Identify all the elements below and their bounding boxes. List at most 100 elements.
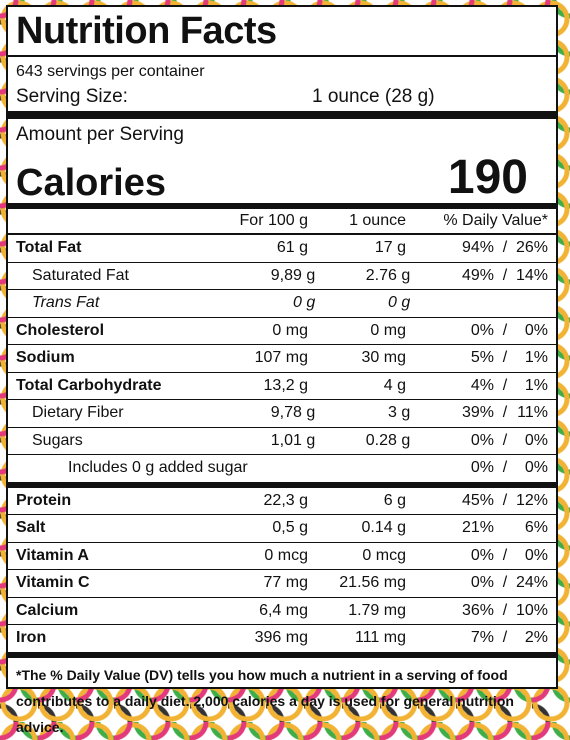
nutrition-facts-label: Nutrition Facts 643 servings per contain… <box>6 5 558 735</box>
per-100g-value: 107 mg <box>254 349 308 366</box>
dv-per-ounce: 26% <box>516 239 549 256</box>
dv-per-100g: 21% <box>461 519 494 536</box>
nutrient-name: Calcium <box>16 601 79 619</box>
footnote-line-1: *The % Daily Value (DV) tells you how mu… <box>16 666 508 683</box>
per-100g-value: 0 mcg <box>264 546 308 564</box>
dv-per-100g: 5% <box>470 349 494 366</box>
nutrient-name: Vitamin A <box>16 546 89 564</box>
dv-separator: / <box>502 629 508 646</box>
per-100g-value: 22,3 g <box>263 491 308 509</box>
table-row: Salt 0,5 g 0.14 g 21% 6% <box>8 515 556 543</box>
table-row: Saturated Fat 9,89 g 2.76 g 49% / 14% <box>8 263 556 290</box>
dv-separator: / <box>502 574 508 591</box>
dv-per-100g: 0% <box>470 321 494 339</box>
per-ounce-value: 111 mg <box>355 629 406 646</box>
serving-size-value: 1 ounce (28 g) <box>312 86 435 107</box>
dv-per-ounce: 12% <box>516 491 549 509</box>
dv-per-ounce: 11% <box>517 404 548 421</box>
serving-size-label: Serving Size: <box>16 86 128 107</box>
dv-per-ounce: 24% <box>516 574 549 591</box>
amount-per-serving: Amount per Serving <box>16 124 184 145</box>
daily-value: 0% / 0% <box>410 428 548 455</box>
per-ounce-value: 17 g <box>374 239 406 256</box>
daily-value: 45% / 12% <box>406 488 548 515</box>
daily-value: 4% / 1% <box>406 373 548 400</box>
nutrient-name: Trans Fat <box>32 294 100 311</box>
table-row: Total Fat 61 g 17 g 94% / 26% <box>8 235 556 263</box>
daily-value: 0% / 0% <box>420 455 548 482</box>
nutrient-name: Vitamin C <box>16 574 90 591</box>
dv-per-100g: 0% <box>470 574 494 591</box>
table-row: Trans Fat 0 g 0 g <box>8 290 556 318</box>
dv-per-ounce: 14% <box>516 266 549 284</box>
header-daily-value: % Daily Value* <box>443 212 548 229</box>
dv-separator: / <box>502 491 508 509</box>
per-100g-value: 0,5 g <box>272 519 308 536</box>
per-ounce-value: 2.76 g <box>365 266 411 284</box>
table-row: Vitamin A 0 mcg 0 mcg 0% / 0% <box>8 543 556 570</box>
dv-separator: / <box>502 459 508 476</box>
dv-separator: / <box>502 239 508 256</box>
dv-separator: / <box>502 349 508 366</box>
dv-per-100g: 94% <box>461 239 494 256</box>
per-ounce-value: 3 g <box>388 404 411 421</box>
table-row: Sugars 1,01 g 0.28 g 0% / 0% <box>8 428 556 455</box>
dv-separator <box>494 515 516 542</box>
per-ounce-value: 30 mg <box>361 349 406 366</box>
dv-separator: / <box>502 431 508 449</box>
daily-value: 39% / 11% <box>410 400 548 427</box>
daily-value: 49% / 14% <box>410 263 548 290</box>
per-100g-value: 77 mg <box>263 574 308 591</box>
daily-value: 36% / 10% <box>406 598 548 625</box>
dv-separator: / <box>502 404 508 421</box>
daily-value: 94% / 26% <box>406 235 548 262</box>
table-row: Sodium 107 mg 30 mg 5% / 1% <box>8 345 556 373</box>
dv-per-100g: 0% <box>470 546 494 564</box>
daily-value <box>410 290 548 317</box>
per-100g-value: 13,2 g <box>263 376 308 394</box>
dv-per-100g: 39% <box>461 404 494 421</box>
per-100g-value: 1,01 g <box>270 431 316 449</box>
dv-per-100g: 0% <box>470 459 494 476</box>
dv-per-100g: 49% <box>461 266 494 284</box>
table-row: Calcium 6,4 mg 1.79 mg 36% / 10% <box>8 598 556 625</box>
serving-size-row: Serving Size: 1 ounce (28 g) <box>8 83 556 119</box>
table-row: Vitamin C 77 mg 21.56 mg 0% / 24% <box>8 570 556 598</box>
per-ounce-value: 0 g <box>388 294 411 311</box>
per-ounce-value: 21.56 mg <box>339 574 406 591</box>
per-ounce-value: 0.28 g <box>365 431 411 449</box>
label-title: Nutrition Facts <box>8 7 556 57</box>
per-100g-value: 9,78 g <box>270 404 316 421</box>
nutrient-name: Cholesterol <box>16 321 105 339</box>
daily-value: 0% / 0% <box>406 318 548 345</box>
per-ounce-value: 0 mg <box>370 321 406 339</box>
dv-per-ounce: 1% <box>524 376 548 394</box>
nutrient-name: Includes 0 g added sugar <box>68 459 248 476</box>
dv-per-ounce: 10% <box>516 601 549 619</box>
dv-separator: / <box>502 546 508 564</box>
per-100g-value: 61 g <box>276 239 308 256</box>
nutrient-name: Saturated Fat <box>32 266 129 284</box>
dv-per-ounce: 0% <box>524 459 548 476</box>
per-ounce-value: 1.79 mg <box>348 601 406 619</box>
nutrient-name: Salt <box>16 519 46 536</box>
daily-value: 0% / 0% <box>406 543 548 570</box>
table-row: Protein 22,3 g 6 g 45% / 12% <box>8 488 556 515</box>
table-row: Iron 396 mg 111 mg 7% / 2% <box>8 625 556 658</box>
header-spacer <box>16 209 216 233</box>
table-row: Cholesterol 0 mg 0 mg 0% / 0% <box>8 318 556 345</box>
daily-value: 5% / 1% <box>406 345 548 372</box>
table-row: Total Carbohydrate 13,2 g 4 g 4% / 1% <box>8 373 556 400</box>
dv-per-ounce: 6% <box>524 519 548 536</box>
per-100g-value: 6,4 mg <box>259 601 308 619</box>
dv-per-100g: 36% <box>461 601 494 619</box>
table-row: Includes 0 g added sugar 0% / 0% <box>8 455 556 488</box>
dv-per-100g: 45% <box>461 491 494 509</box>
nutrient-name: Total Carbohydrate <box>16 376 162 394</box>
per-100g-value: 0 g <box>292 294 316 311</box>
header-per-ounce: 1 ounce <box>349 212 406 229</box>
header-per-100g: For 100 g <box>239 212 308 229</box>
per-ounce-value: 0.14 g <box>361 519 406 536</box>
dv-per-100g: 4% <box>470 376 494 394</box>
calories-label: Calories <box>16 162 166 204</box>
